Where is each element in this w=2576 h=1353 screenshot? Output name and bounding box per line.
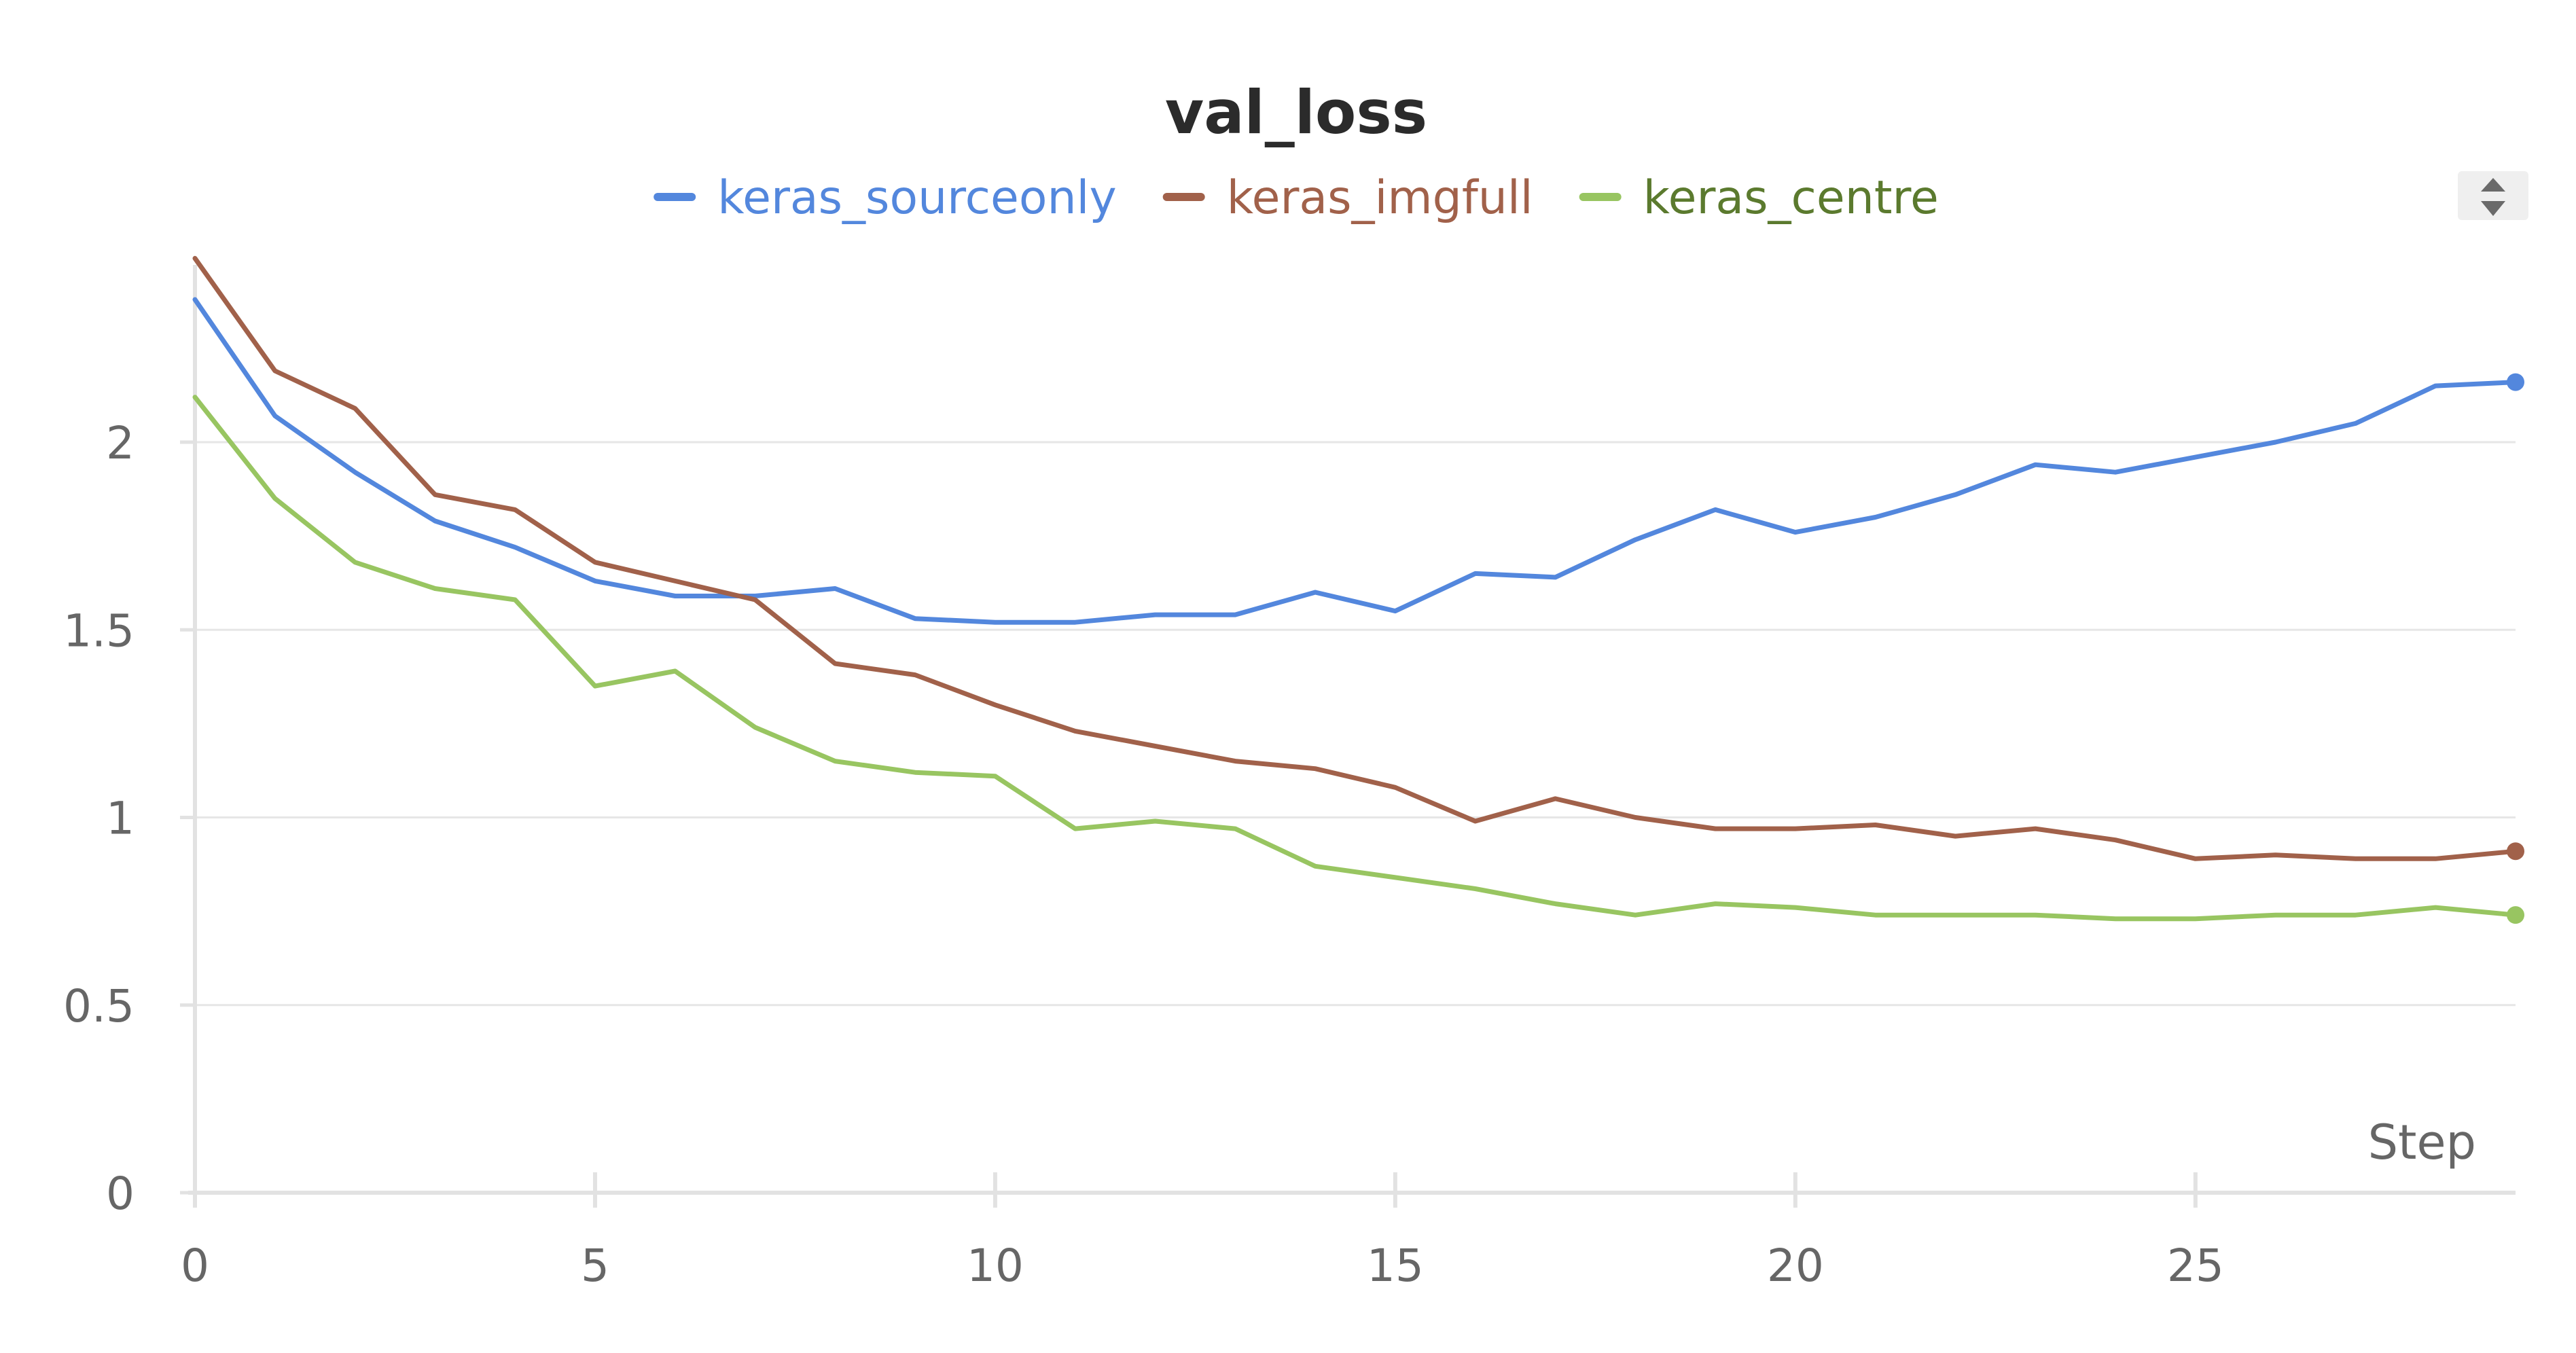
chart-title: val_loss xyxy=(1165,77,1427,147)
legend-label: keras_centre xyxy=(1643,171,1939,225)
legend-label: keras_sourceonly xyxy=(717,171,1117,225)
axes xyxy=(180,265,2516,1208)
x-tick-labels: 0 5 10 15 20 25 xyxy=(181,1240,2224,1292)
series-endpoint-keras_imgfull xyxy=(2507,842,2524,861)
series-line-keras_imgfull xyxy=(192,255,2518,861)
x-tick-label: 10 xyxy=(967,1240,1024,1292)
grid-lines xyxy=(195,441,2516,1007)
y-tick-label: 1.5 xyxy=(63,605,135,657)
x-axis-label: Step xyxy=(2368,1115,2476,1170)
legend-item-keras_imgfull: keras_imgfull xyxy=(1162,171,1533,225)
legend-label: keras_imgfull xyxy=(1227,171,1533,225)
x-tick-label: 25 xyxy=(2167,1240,2224,1292)
x-tick-label: 15 xyxy=(1367,1240,1424,1292)
series-endpoint-keras_sourceonly xyxy=(2507,373,2524,391)
legend-scroll-background xyxy=(2458,171,2528,220)
y-tick-labels: 0 0.5 1 1.5 2 xyxy=(63,417,135,1220)
y-tick-label: 0.5 xyxy=(63,980,135,1032)
legend: keras_sourceonly keras_imgfull keras_centr… xyxy=(654,171,1939,225)
series-endpoint-keras_centre xyxy=(2507,906,2524,924)
up-down-arrows-icon xyxy=(2481,178,2505,216)
series-line-keras_centre xyxy=(192,395,2518,922)
x-tick-label: 5 xyxy=(581,1240,609,1292)
legend-scroll-button[interactable] xyxy=(2458,171,2528,220)
series-line-keras_sourceonly xyxy=(192,297,2518,625)
legend-item-keras_centre: keras_centre xyxy=(1579,171,1939,225)
y-tick-label: 0 xyxy=(106,1168,135,1220)
x-tick-label: 0 xyxy=(181,1240,209,1292)
legend-item-keras_sourceonly: keras_sourceonly xyxy=(654,171,1117,225)
series-lines xyxy=(192,255,2524,924)
y-tick-label: 1 xyxy=(106,793,135,845)
y-tick-label: 2 xyxy=(106,417,135,469)
x-tick-label: 20 xyxy=(1767,1240,1824,1292)
